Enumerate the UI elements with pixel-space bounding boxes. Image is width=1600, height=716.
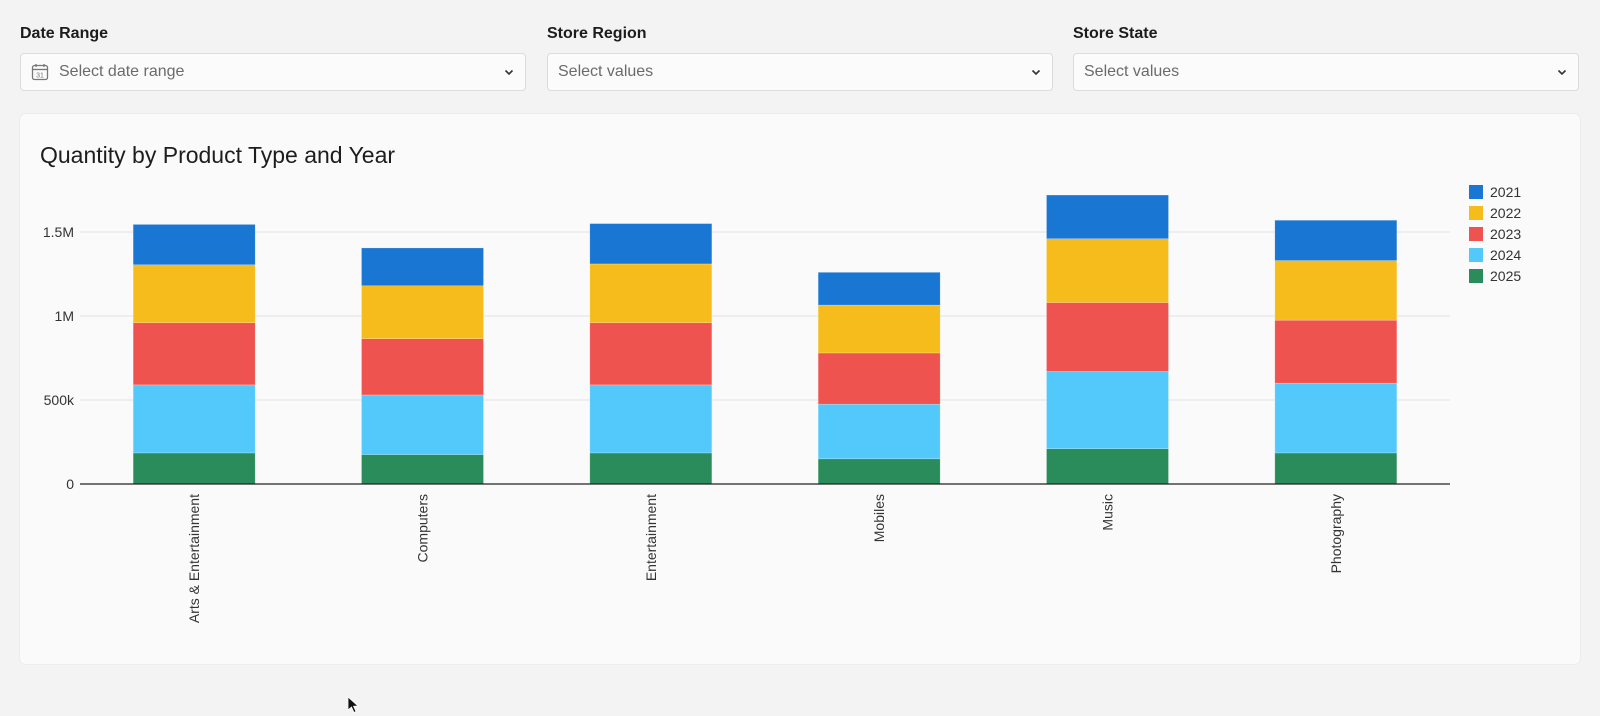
bar-segment-2022-music [1046, 238, 1169, 303]
bar-segment-2022-photography [1274, 260, 1398, 321]
store-region-select[interactable]: Select values [547, 53, 1053, 91]
store-region-placeholder: Select values [558, 63, 654, 80]
bar-segment-2022-arts-entertainment [132, 264, 256, 324]
bar-segment-2023-arts-entertainment [132, 322, 256, 386]
x-category-label: Arts & Entertainment [186, 494, 202, 623]
calendar-icon: 31 [31, 64, 49, 81]
bar-segment-2022-entertainment [589, 263, 713, 324]
svg-text:31: 31 [36, 72, 44, 79]
legend-swatch-2021 [1469, 185, 1483, 199]
bar-segment-2021-computers [361, 247, 484, 287]
chevron-down-icon [1557, 69, 1567, 76]
bar-segment-2024-computers [361, 394, 484, 455]
legend-label-2022: 2022 [1490, 205, 1521, 221]
bar-segment-2021-mobiles [817, 272, 941, 306]
legend-label-2023: 2023 [1490, 226, 1521, 242]
stacked-bar-chart: 0 500k 1M 1.5M Arts & Entertainment Computers… [43, 184, 1521, 623]
chart-title: Quantity by Product Type and Year [40, 142, 396, 168]
bar-segment-2023-photography [1274, 319, 1398, 384]
bar-segment-2025-music [1046, 448, 1169, 485]
legend-swatch-2024 [1469, 248, 1483, 262]
bar-segment-2024-arts-entertainment [132, 384, 256, 454]
date-range-placeholder: Select date range [59, 63, 185, 80]
bar-segment-2024-photography [1274, 382, 1398, 454]
date-range-label: Date Range [20, 25, 109, 42]
bar-segment-2021-entertainment [589, 223, 713, 265]
store-region-filter: Store Region Select values [547, 22, 1053, 91]
bar-segment-2024-entertainment [589, 384, 713, 454]
legend-swatch-2025 [1469, 269, 1483, 283]
bar-segment-2025-computers [361, 454, 484, 485]
store-state-placeholder: Select values [1084, 63, 1180, 80]
chevron-down-icon [1031, 69, 1041, 76]
mouse-cursor-icon [348, 697, 359, 713]
store-state-select[interactable]: Select values [1073, 53, 1579, 91]
y-tick-label: 500k [44, 392, 75, 408]
legend-label-2024: 2024 [1490, 247, 1521, 263]
x-category-label: Music [1100, 494, 1116, 531]
bar-segment-2023-entertainment [589, 322, 713, 386]
legend-swatch-2023 [1469, 227, 1483, 241]
store-state-filter: Store State Select values [1073, 22, 1579, 91]
bar-segment-2021-photography [1274, 219, 1398, 261]
legend-label-2025: 2025 [1490, 268, 1521, 284]
chevron-down-icon [504, 69, 514, 76]
x-category-label: Mobiles [871, 494, 887, 542]
bar-segment-2025-arts-entertainment [132, 452, 256, 485]
date-range-filter: Date Range 31 Select date range [20, 22, 526, 91]
chart-card: Quantity by Product Type and Year 0 500k 1… [20, 114, 1580, 664]
bar-segment-2021-music [1046, 194, 1169, 240]
legend-swatch-2022 [1469, 206, 1483, 220]
bar-segment-2023-computers [361, 338, 484, 396]
store-state-label: Store State [1073, 25, 1158, 42]
y-tick-label: 1M [55, 308, 74, 324]
legend-label-2021: 2021 [1490, 184, 1521, 200]
y-tick-label: 1.5M [43, 224, 74, 240]
bar-segment-2022-computers [361, 285, 484, 339]
bar-segment-2025-photography [1274, 452, 1398, 485]
x-category-label: Photography [1328, 494, 1344, 573]
bar-segment-2022-mobiles [817, 304, 941, 354]
filter-bar: Date Range 31 Select date range Store Re… [0, 0, 1600, 100]
bar-segment-2021-arts-entertainment [132, 224, 256, 266]
bar-segment-2025-mobiles [817, 458, 941, 485]
date-range-select[interactable]: 31 Select date range [20, 53, 526, 91]
bar-segment-2024-mobiles [817, 403, 941, 460]
bar-segment-2025-entertainment [589, 452, 713, 485]
y-tick-label: 0 [66, 476, 74, 492]
bar-segment-2023-mobiles [817, 352, 941, 405]
x-category-label: Computers [415, 494, 431, 562]
bar-segment-2023-music [1046, 302, 1169, 372]
store-region-label: Store Region [547, 25, 647, 42]
bar-segment-2024-music [1046, 371, 1169, 450]
x-category-label: Entertainment [643, 494, 659, 581]
